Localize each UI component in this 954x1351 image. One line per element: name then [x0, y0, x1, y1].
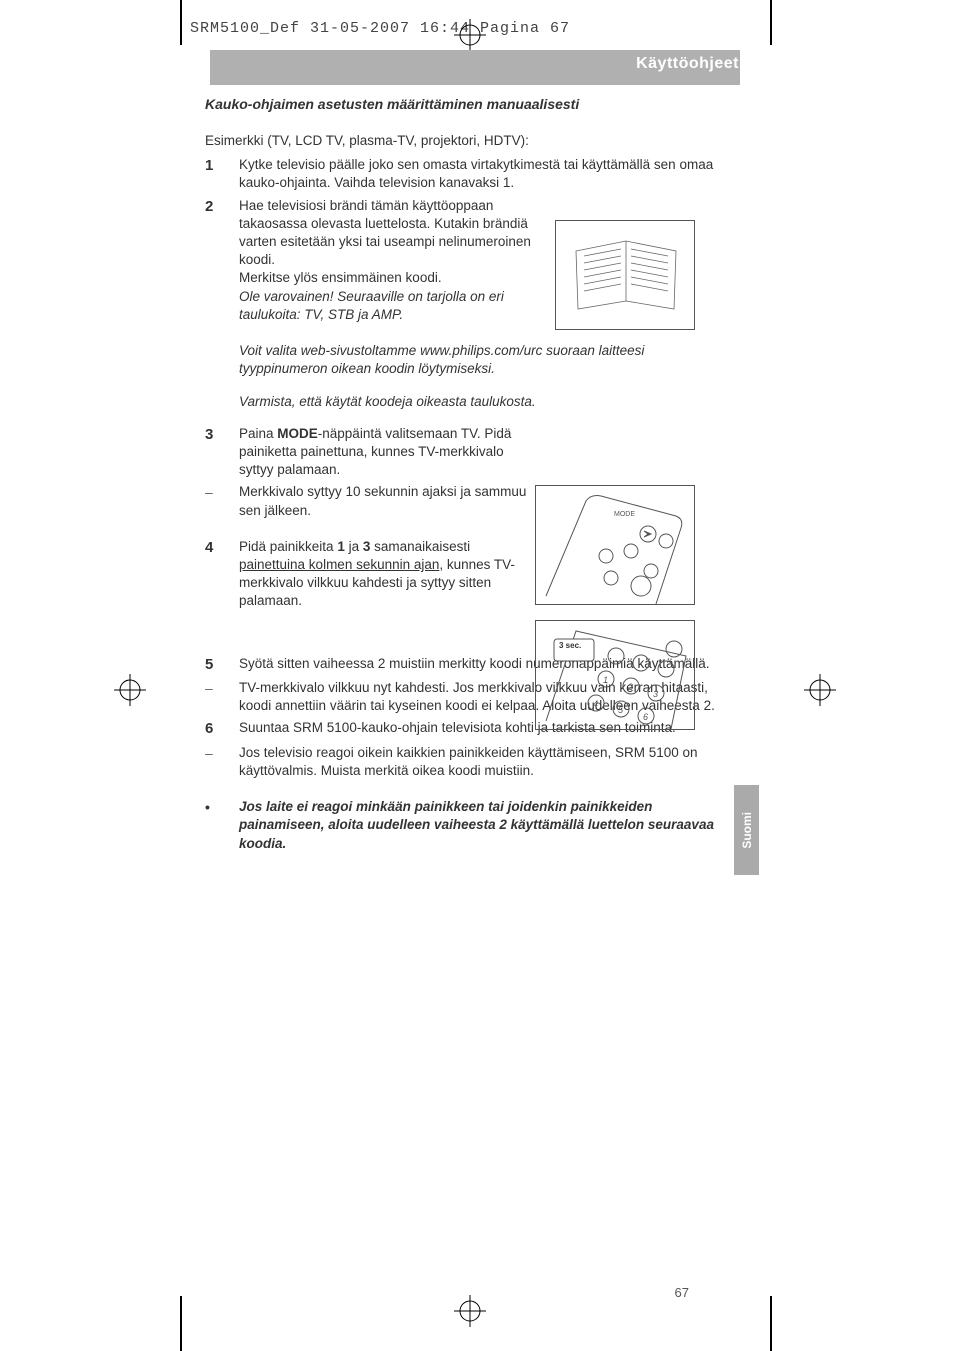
- svg-text:MODE: MODE: [614, 511, 635, 518]
- step-6-dash: – Jos televisio reagoi oikein kaikkien p…: [205, 744, 735, 780]
- s4m2: samanaikaisesti: [370, 539, 470, 554]
- language-tab-label: Suomi: [740, 812, 754, 849]
- step-number: 4: [205, 538, 239, 611]
- svg-text:2: 2: [627, 682, 633, 692]
- crop-mark: [770, 0, 772, 45]
- step-number: 6: [205, 719, 239, 739]
- dash-marker: –: [205, 744, 239, 780]
- crop-mark: [770, 1296, 772, 1351]
- step-number: 5: [205, 655, 239, 675]
- svg-text:4: 4: [593, 699, 598, 709]
- web-note: Voit valita web-sivustoltamme www.philip…: [239, 342, 735, 378]
- step-text: Merkkivalo syttyy 10 sekunnin ajaksi ja …: [239, 483, 539, 519]
- svg-text:6: 6: [643, 712, 648, 722]
- step-number: 2: [205, 197, 239, 325]
- step-text: Hae televisiosi brändi tämän käyttöoppaa…: [239, 197, 539, 325]
- s4b1: 1: [337, 539, 345, 554]
- registration-mark-icon: [800, 670, 840, 710]
- remote-mode-illustration: MODE: [535, 485, 695, 605]
- page-number: 67: [675, 1285, 689, 1300]
- s4m1: ja: [345, 539, 363, 554]
- registration-mark-icon: [110, 670, 150, 710]
- svg-text:1: 1: [603, 675, 608, 685]
- page-title: Kauko-ohjaimen asetusten määrittäminen m…: [205, 95, 735, 114]
- remote-keypad-illustration: 3 sec. 1 2 3 4 5 6: [535, 620, 695, 730]
- step-2-text-a: Hae televisiosi brändi tämän käyttöoppaa…: [239, 198, 531, 268]
- dash-marker: –: [205, 483, 239, 519]
- svg-text:5: 5: [618, 705, 624, 715]
- crop-mark: [180, 1296, 182, 1351]
- step3-bold: MODE: [277, 426, 318, 441]
- s4p: Pidä painikkeita: [239, 539, 337, 554]
- step-text: Kytke televisio päälle joko sen omasta v…: [239, 156, 735, 192]
- code-booklet-illustration: [555, 220, 695, 330]
- step-3: 3 Paina MODE-näppäintä valitsemaan TV. P…: [205, 425, 735, 480]
- file-header-text: SRM5100_Def 31-05-2007 16:44 Pagina 67: [190, 20, 570, 37]
- step-text: Paina MODE-näppäintä valitsemaan TV. Pid…: [239, 425, 539, 480]
- bullet-marker: •: [205, 798, 239, 853]
- svg-text:3: 3: [653, 689, 658, 699]
- step-1: 1 Kytke televisio päälle joko sen omasta…: [205, 156, 735, 192]
- step-text: Pidä painikkeita 1 ja 3 samanaikaisesti …: [239, 538, 539, 611]
- language-tab: Suomi: [734, 785, 759, 875]
- page-content: Kauko-ohjaimen asetusten määrittäminen m…: [205, 95, 735, 857]
- crop-mark: [180, 0, 182, 45]
- step-2-text-b: Merkitse ylös ensimmäinen koodi.: [239, 270, 442, 285]
- step-number: 1: [205, 156, 239, 192]
- s4u: painettuina kolmen sekunnin ajan: [239, 557, 439, 572]
- verify-note: Varmista, että käytät koodeja oikeasta t…: [239, 393, 735, 411]
- step-2-note: Ole varovainen! Seuraaville on tarjolla …: [239, 289, 504, 322]
- registration-mark-icon: [450, 1291, 490, 1331]
- intro-text: Esimerkki (TV, LCD TV, plasma-TV, projek…: [205, 132, 735, 150]
- dash-marker: –: [205, 679, 239, 715]
- step-number: 3: [205, 425, 239, 480]
- svg-text:3 sec.: 3 sec.: [559, 641, 581, 650]
- step-text: Jos televisio reagoi oikein kaikkien pai…: [239, 744, 735, 780]
- final-bullet: • Jos laite ei reagoi minkään painikkeen…: [205, 798, 735, 853]
- final-bullet-text: Jos laite ei reagoi minkään painikkeen t…: [239, 798, 735, 853]
- registration-mark-icon: [450, 15, 490, 55]
- step3-prefix: Paina: [239, 426, 277, 441]
- section-title: Käyttöohjeet: [636, 55, 739, 73]
